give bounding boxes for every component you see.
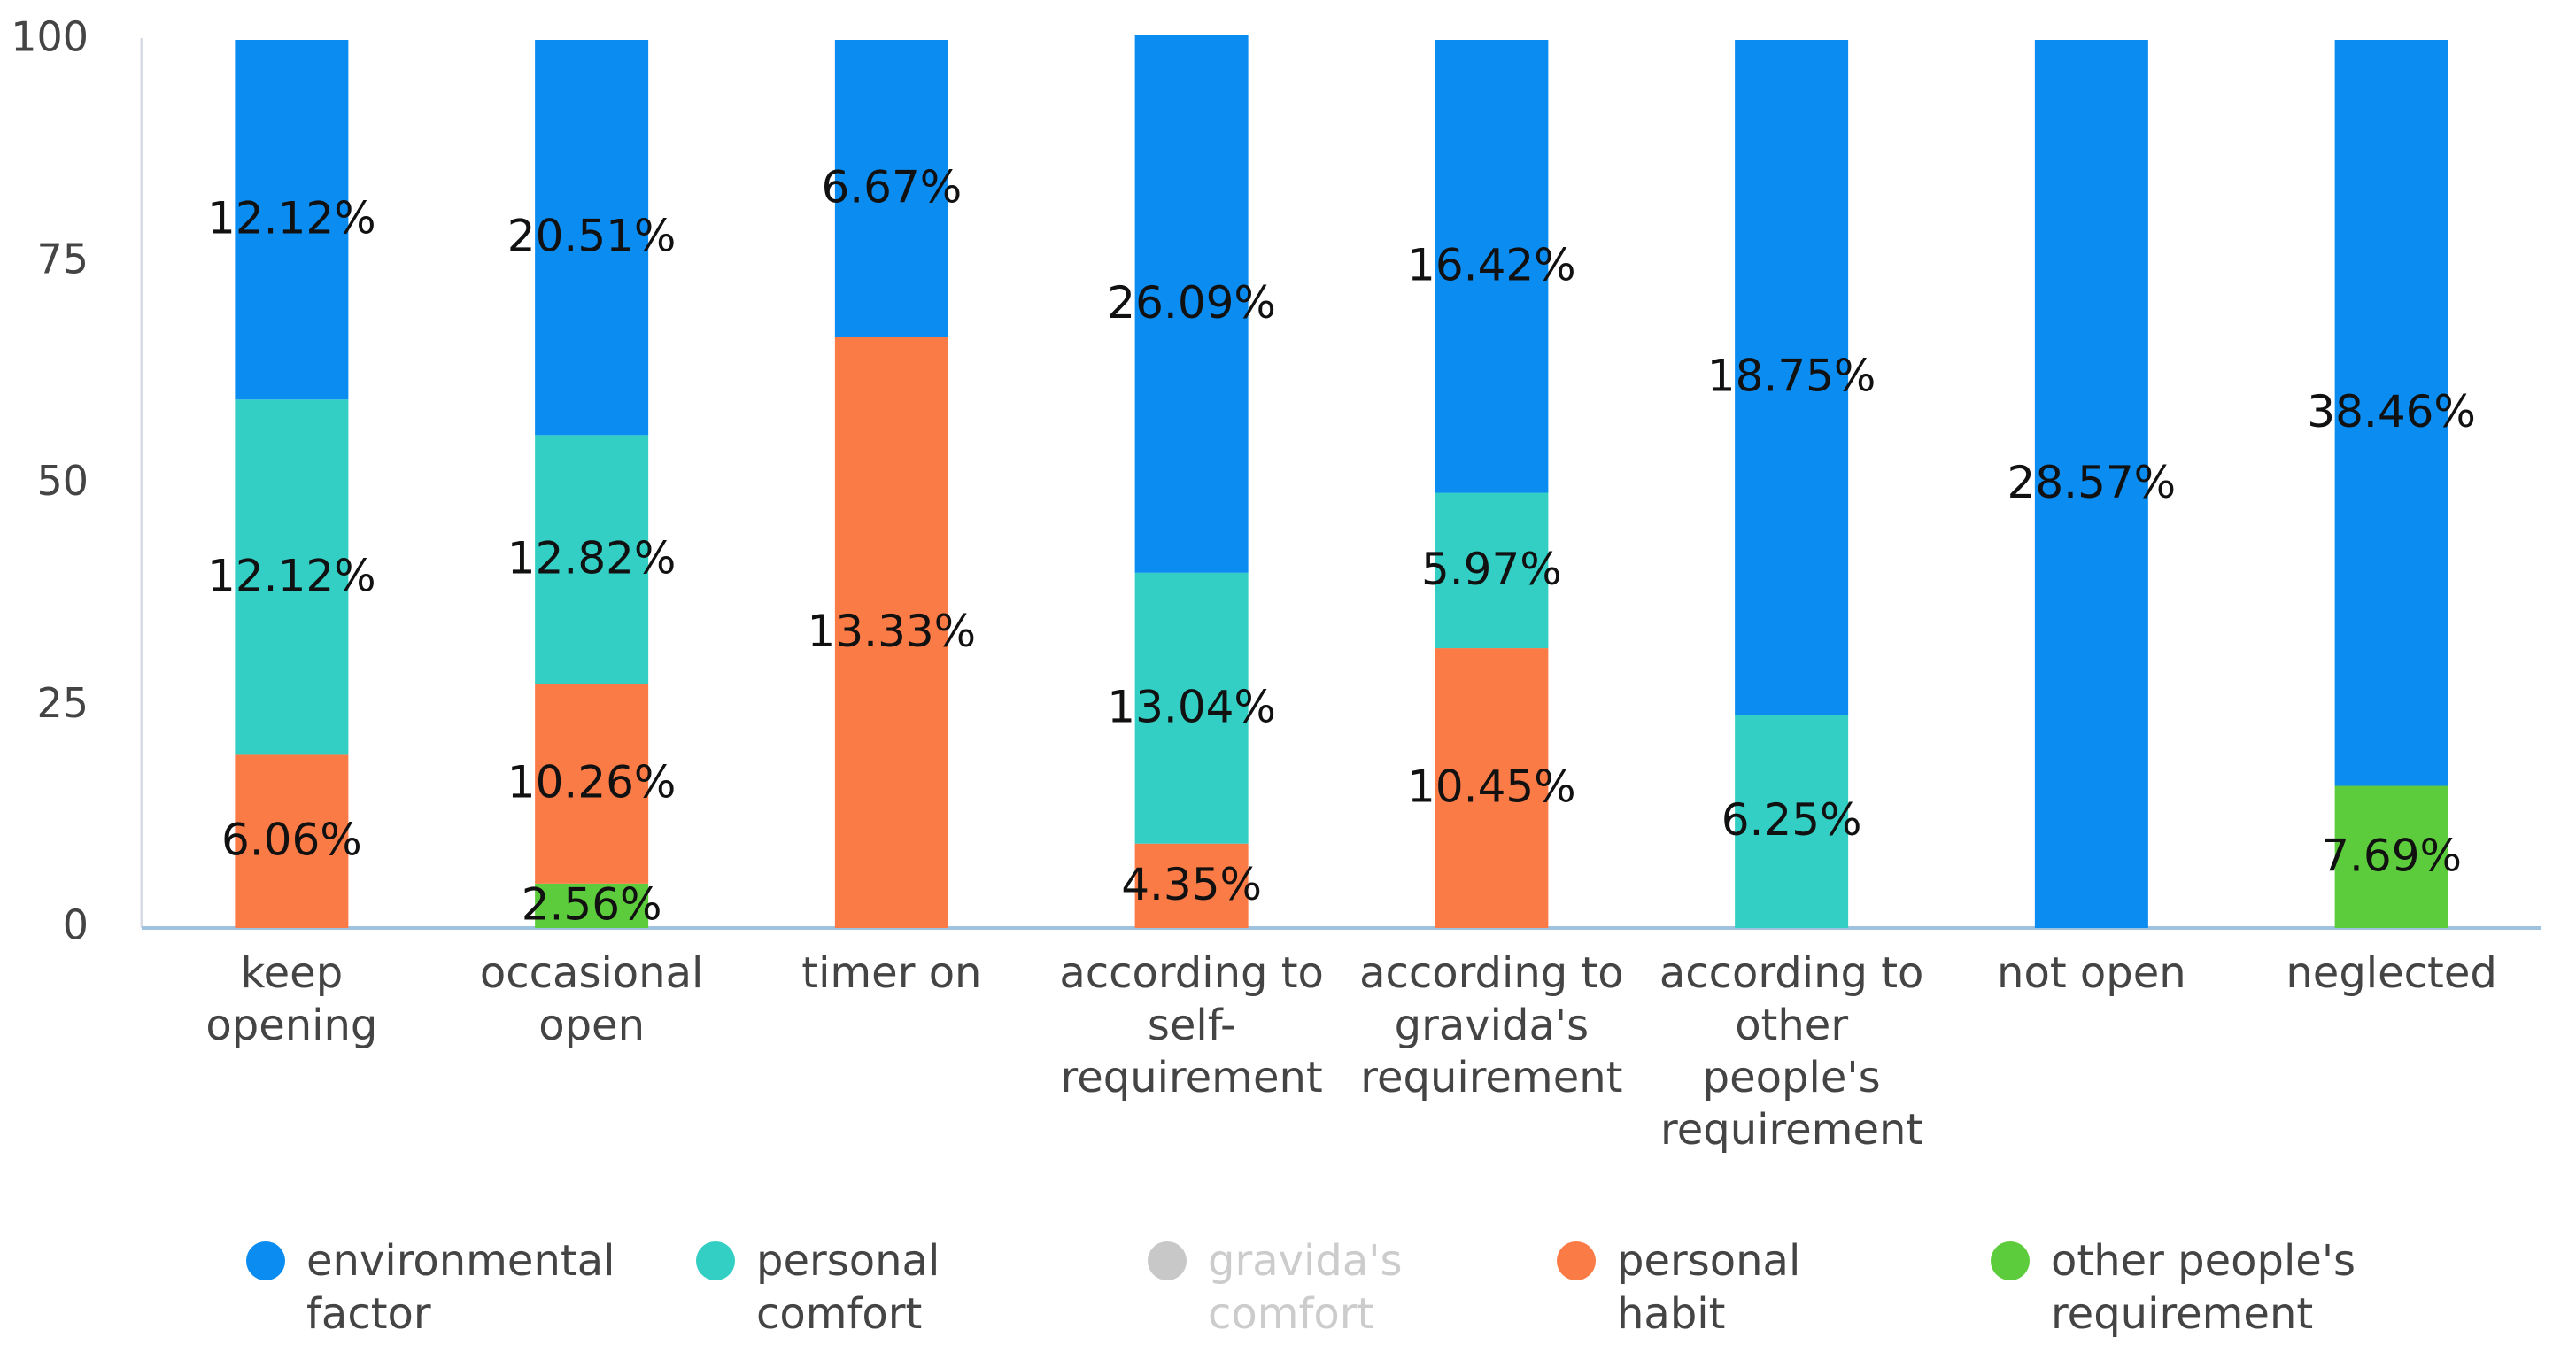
data-label: 6.25% bbox=[1721, 794, 1862, 846]
x-category-label: neglected bbox=[2286, 948, 2497, 998]
legend[interactable]: environmentalfactorpersonalcomfortgravid… bbox=[246, 1236, 2356, 1339]
legend-label: personal bbox=[1617, 1236, 1800, 1286]
x-category-label: gravida's bbox=[1395, 1001, 1589, 1050]
legend-marker bbox=[696, 1241, 735, 1280]
legend-label: personal bbox=[756, 1236, 940, 1286]
data-label: 2.56% bbox=[522, 878, 662, 930]
legend-marker bbox=[1148, 1241, 1187, 1280]
legend-label: comfort bbox=[1208, 1289, 1373, 1339]
bar-segment bbox=[2334, 785, 2448, 928]
x-category-label: open bbox=[538, 1001, 645, 1050]
bar-segment bbox=[1134, 843, 1249, 928]
data-label: 12.12% bbox=[207, 193, 376, 244]
bar-segment bbox=[834, 40, 948, 338]
bar-segment bbox=[535, 684, 649, 884]
bar-segment bbox=[535, 435, 649, 684]
bar-segment bbox=[1134, 35, 1249, 573]
data-label: 4.35% bbox=[1121, 859, 1262, 910]
x-category-label: according to bbox=[1359, 948, 1624, 998]
y-tick-label: 0 bbox=[63, 901, 89, 949]
bar-segment bbox=[1435, 40, 1549, 493]
data-label: 7.69% bbox=[2321, 830, 2462, 881]
x-category-label: requirement bbox=[1360, 1053, 1622, 1102]
bar-segment bbox=[834, 337, 948, 928]
y-tick-label: 75 bbox=[36, 235, 89, 282]
data-label: 38.46% bbox=[2307, 386, 2476, 437]
data-label: 18.75% bbox=[1707, 351, 1876, 402]
data-label: 28.57% bbox=[2007, 457, 2177, 508]
legend-label: requirement bbox=[2051, 1289, 2313, 1339]
legend-label: factor bbox=[306, 1289, 431, 1339]
bar-segment bbox=[1435, 492, 1549, 649]
bar-segment bbox=[1735, 715, 1849, 928]
data-label: 6.06% bbox=[221, 815, 362, 866]
data-label: 10.45% bbox=[1407, 762, 1576, 813]
x-category-label: according to bbox=[1059, 948, 1324, 998]
legend-label: comfort bbox=[756, 1289, 922, 1339]
bar-segment bbox=[1735, 40, 1849, 715]
bar-layer bbox=[235, 35, 2448, 928]
bar-segment bbox=[2034, 40, 2148, 928]
x-category-label: other bbox=[1735, 1001, 1848, 1050]
data-label: 13.33% bbox=[808, 606, 977, 657]
y-tick-label: 25 bbox=[36, 679, 89, 727]
x-category-label: people's bbox=[1703, 1053, 1881, 1102]
y-tick-label: 50 bbox=[36, 457, 89, 505]
data-label: 16.42% bbox=[1407, 239, 1576, 290]
data-label: 12.12% bbox=[207, 550, 376, 601]
legend-label: other people's bbox=[2051, 1236, 2356, 1286]
x-category-label: opening bbox=[205, 1001, 377, 1050]
x-category-label: timer on bbox=[801, 948, 981, 998]
legend-marker bbox=[1557, 1241, 1596, 1280]
data-label: 13.04% bbox=[1107, 681, 1276, 732]
x-category-label: keep bbox=[241, 948, 344, 998]
x-category-label: requirement bbox=[1061, 1053, 1323, 1102]
x-category-label: occasional bbox=[480, 948, 703, 998]
bar-segment bbox=[235, 754, 349, 928]
bar-segment bbox=[1134, 572, 1249, 844]
bar-segment bbox=[1435, 648, 1549, 928]
y-tick-label: 100 bbox=[11, 13, 89, 61]
x-category-label: according to bbox=[1659, 948, 1924, 998]
bar-segment bbox=[535, 40, 649, 436]
data-label: 5.97% bbox=[1421, 544, 1562, 595]
data-label: 12.82% bbox=[507, 532, 677, 584]
data-label: 20.51% bbox=[507, 211, 677, 262]
bar-segment bbox=[235, 399, 349, 755]
legend-label: gravida's bbox=[1208, 1236, 1402, 1286]
data-label: 10.26% bbox=[507, 757, 677, 808]
bar-segment bbox=[235, 40, 349, 400]
bar-segment bbox=[535, 883, 649, 928]
x-category-label: requirement bbox=[1660, 1105, 1922, 1155]
data-label-layer: 6.06% 12.12% 12.12% 2.56% 10.26% 12.82% 20.51%… bbox=[207, 162, 2476, 931]
legend-marker bbox=[1991, 1241, 2030, 1280]
data-label: 26.09% bbox=[1107, 277, 1276, 329]
bar-segment bbox=[2334, 40, 2448, 786]
x-category-label: not open bbox=[1997, 948, 2186, 998]
data-label: 6.67% bbox=[821, 162, 962, 213]
legend-marker bbox=[246, 1241, 285, 1280]
legend-label: habit bbox=[1617, 1289, 1725, 1339]
legend-label: environmental bbox=[306, 1236, 615, 1286]
x-category-label: self- bbox=[1148, 1001, 1235, 1050]
